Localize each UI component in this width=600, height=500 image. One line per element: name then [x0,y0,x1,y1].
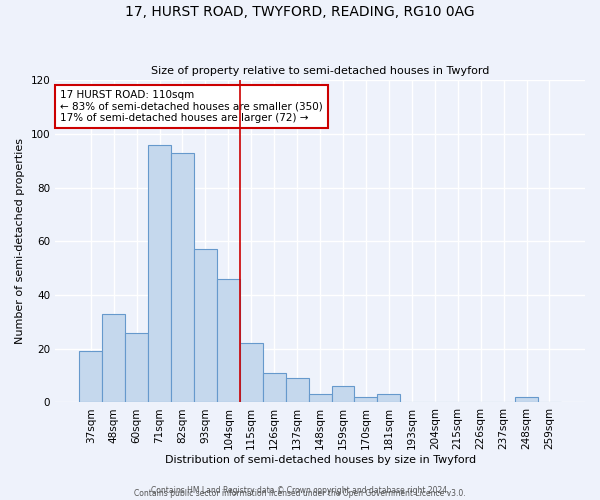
Text: Contains HM Land Registry data © Crown copyright and database right 2024.: Contains HM Land Registry data © Crown c… [151,486,449,495]
Bar [308,394,332,402]
Text: 17, HURST ROAD, TWYFORD, READING, RG10 0AG: 17, HURST ROAD, TWYFORD, READING, RG10 0… [125,5,475,19]
Bar [515,397,538,402]
Bar [377,394,400,402]
Bar [148,144,171,402]
Bar [171,152,194,402]
Bar [79,352,102,403]
Title: Size of property relative to semi-detached houses in Twyford: Size of property relative to semi-detach… [151,66,489,76]
X-axis label: Distribution of semi-detached houses by size in Twyford: Distribution of semi-detached houses by … [164,455,476,465]
Bar [102,314,125,402]
Text: Contains public sector information licensed under the Open Government Licence v3: Contains public sector information licen… [134,490,466,498]
Text: 17 HURST ROAD: 110sqm
← 83% of semi-detached houses are smaller (350)
17% of sem: 17 HURST ROAD: 110sqm ← 83% of semi-deta… [61,90,323,123]
Bar [125,332,148,402]
Y-axis label: Number of semi-detached properties: Number of semi-detached properties [15,138,25,344]
Bar [263,373,286,402]
Bar [194,250,217,402]
Bar [240,344,263,402]
Bar [332,386,355,402]
Bar [286,378,308,402]
Bar [217,279,240,402]
Bar [355,397,377,402]
